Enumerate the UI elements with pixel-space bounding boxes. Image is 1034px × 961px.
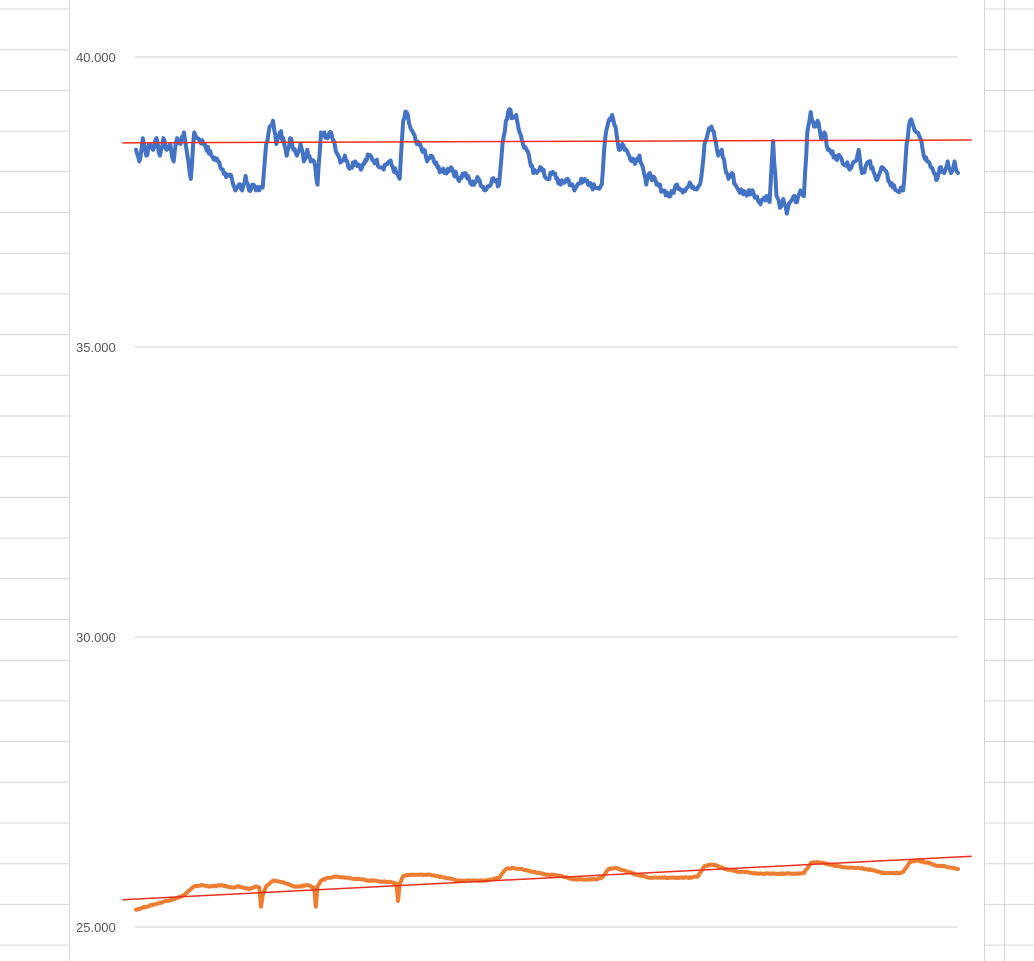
series-layer bbox=[134, 107, 960, 912]
series-line-orange bbox=[134, 858, 960, 912]
trendline-layer bbox=[122, 139, 972, 901]
y-tick-label: 30.000 bbox=[76, 630, 116, 645]
y-axis-tick-labels: 40.000 35.000 30.000 25.000 bbox=[76, 50, 116, 935]
line-chart: 40.000 35.000 30.000 25.000 bbox=[76, 50, 972, 935]
trendline-blue-series bbox=[122, 139, 972, 144]
trendline-orange-series bbox=[122, 855, 972, 901]
gridlines bbox=[135, 56, 958, 928]
y-tick-label: 25.000 bbox=[76, 920, 116, 935]
chart-area[interactable]: 40.000 35.000 30.000 25.000 bbox=[70, 0, 984, 961]
y-tick-label: 35.000 bbox=[76, 340, 116, 355]
y-tick-label: 40.000 bbox=[76, 50, 116, 65]
series-line-blue bbox=[134, 107, 960, 216]
